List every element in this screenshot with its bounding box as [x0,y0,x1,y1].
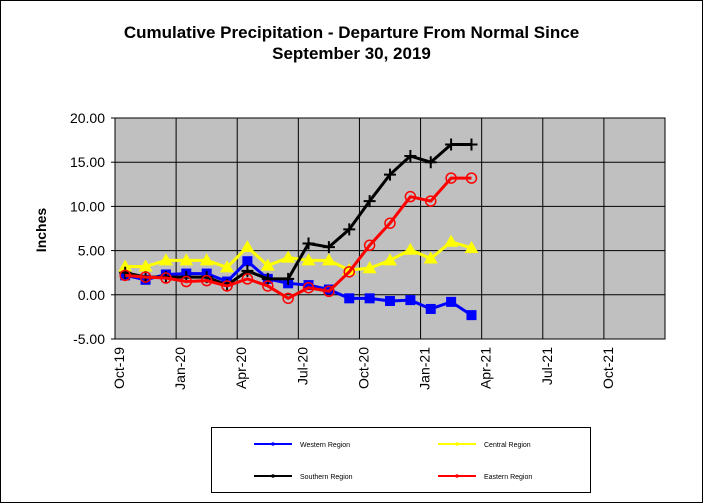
data-point [179,253,194,266]
data-point [242,256,253,267]
x-tick-label: Oct-21 [600,347,616,389]
data-point [323,285,335,298]
series-eastern-region [119,172,478,305]
y-tick-label: 5.00 [78,243,105,259]
data-point [465,172,478,184]
chart-subtitle: September 30, 2019 [272,44,431,63]
data-point [118,259,133,272]
legend-label: Western Region [300,442,350,449]
data-point [445,138,458,151]
data-point [260,258,275,271]
x-tick-label: Jan-20 [172,347,188,390]
legend-item: Central Region [438,442,531,449]
data-point [303,280,314,291]
data-point [138,259,153,272]
data-point [240,240,255,253]
data-point [200,274,213,287]
data-point [383,253,397,266]
data-point [301,253,316,266]
x-tick-label: Oct-19 [111,347,127,389]
data-point [322,241,335,254]
data-point [241,264,254,277]
data-point [445,172,457,184]
data-point [302,237,315,250]
x-tick-label: Oct-20 [355,347,371,389]
data-point [199,253,214,266]
data-point [363,195,376,208]
y-tick-label: 20.00 [70,110,105,126]
legend-item: Eastern Region [438,474,532,481]
data-point [261,272,274,285]
data-point [403,242,418,255]
data-point [344,293,355,304]
data-point [464,240,479,253]
gridlines [114,117,666,340]
legend-label: Eastern Region [484,474,532,481]
series-line [125,176,472,300]
data-point [424,195,437,207]
data-point [139,271,152,283]
x-axis-ticks: Oct-19 Jan-20 Apr-20 Jul-20 Oct-20 Jan-21 Apr-… [111,347,616,390]
x-tick-label: Apr-20 [233,347,249,389]
x-tick-label: Apr-21 [478,347,494,389]
legend-label: Southern Region [300,474,353,481]
legend-items: Western Region Central Region Southern Reg… [254,442,532,481]
legend-marker [271,442,275,446]
data-point [385,295,395,306]
data-point [180,275,193,288]
x-tick-label: Jan-21 [417,347,433,390]
data-point [444,234,459,247]
data-point [404,150,417,163]
data-point [160,272,172,284]
y-tick-label: 0.00 [78,287,105,303]
data-point [465,138,478,151]
data-point [362,261,377,274]
data-point [384,217,396,229]
y-tick-label: -5.00 [73,331,105,347]
data-point [466,310,477,321]
data-point [343,266,356,278]
legend-item: Southern Region [254,474,353,481]
data-point [282,292,294,305]
data-point [405,295,416,306]
legend-marker [271,474,275,478]
data-point [282,272,295,285]
data-point [281,250,296,263]
data-point [446,296,457,307]
data-point [321,253,336,266]
data-point [342,263,357,276]
y-tick-label: 10.00 [70,198,105,214]
data-point [363,239,376,252]
data-point [241,273,254,285]
data-point [119,269,131,282]
y-axis-label: Inches [33,208,49,253]
data-point [423,251,438,264]
x-tick-label: Jul-20 [294,347,310,385]
legend-marker [455,474,459,478]
legend-label: Central Region [484,442,531,449]
data-point [424,156,437,169]
y-tick-label: 15.00 [70,154,105,170]
y-axis-ticks: 20.00 15.00 10.00 5.00 0.00 -5.00 [70,110,115,347]
data-point [425,303,436,314]
data-point [158,253,173,266]
series-layer [118,138,479,321]
legend: Western Region Central Region Southern Reg… [211,427,591,493]
data-point [262,280,274,292]
data-point [404,190,417,203]
data-point [343,223,356,236]
chart-title-block: Cumulative Precipitation - Departure Fro… [0,22,703,64]
legend-item: Western Region [254,442,350,449]
chart-title: Cumulative Precipitation - Departure Fro… [123,23,580,42]
data-point [384,168,396,181]
data-point [302,281,315,294]
data-point [221,280,233,292]
legend-marker [455,442,459,446]
data-point [364,293,375,304]
data-point [220,260,235,273]
x-tick-label: Jul-21 [539,347,555,385]
